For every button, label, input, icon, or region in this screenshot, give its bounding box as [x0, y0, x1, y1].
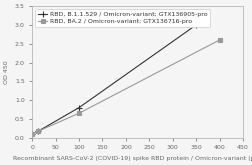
Legend: RBD, B.1.1.529 / Omicron-variant; GTX136905-pro, RBD, BA.2 / Omicron-variant; GT: RBD, B.1.1.529 / Omicron-variant; GTX136… [35, 9, 209, 27]
Y-axis label: OD 450: OD 450 [4, 60, 9, 84]
X-axis label: Recombinant SARS-CoV-2 (COVID-19) spike RBD protein / Omicron-variant (pM): Recombinant SARS-CoV-2 (COVID-19) spike … [13, 156, 252, 161]
